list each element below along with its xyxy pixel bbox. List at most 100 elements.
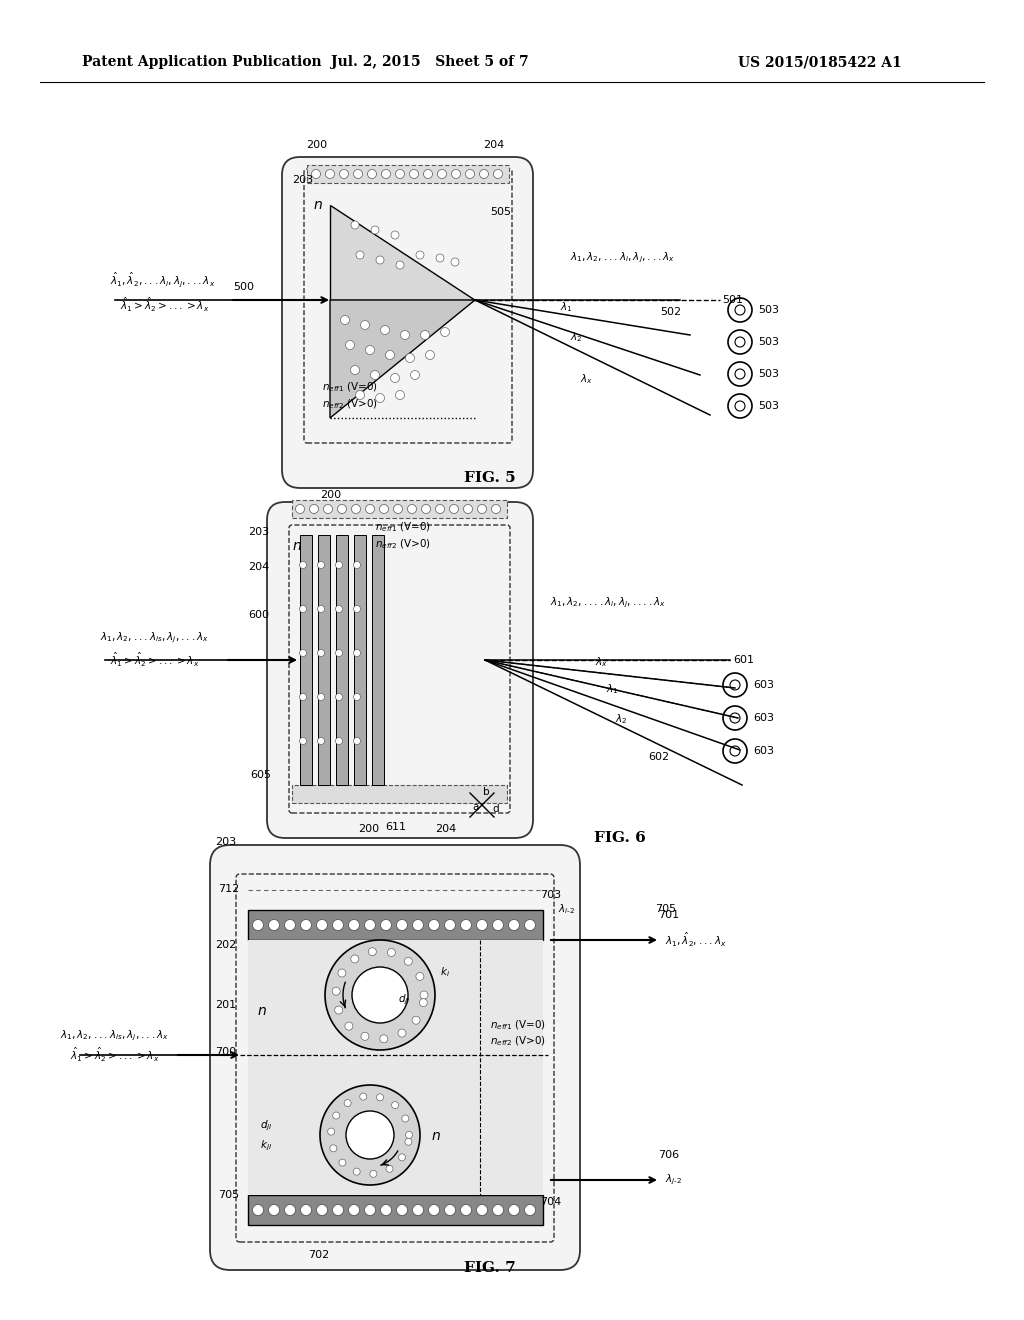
Circle shape <box>353 738 360 744</box>
Circle shape <box>387 949 395 957</box>
Circle shape <box>395 391 404 400</box>
Text: 700: 700 <box>215 1047 237 1057</box>
Circle shape <box>325 940 435 1049</box>
Circle shape <box>404 957 413 965</box>
Circle shape <box>339 1159 346 1166</box>
Circle shape <box>509 1204 519 1216</box>
Circle shape <box>336 738 342 744</box>
Bar <box>248 940 543 1195</box>
Circle shape <box>493 1204 504 1216</box>
Circle shape <box>476 1204 487 1216</box>
Circle shape <box>285 1204 296 1216</box>
Circle shape <box>268 1204 280 1216</box>
Circle shape <box>330 1144 337 1152</box>
Text: 503: 503 <box>758 305 779 315</box>
Text: 204: 204 <box>248 562 269 572</box>
Circle shape <box>341 315 349 325</box>
Text: $\lambda_1,\lambda_2,...\lambda_{is},\lambda_j,...\lambda_x$: $\lambda_1,\lambda_2,...\lambda_{is},\la… <box>100 631 209 644</box>
Text: n: n <box>258 1005 266 1018</box>
Circle shape <box>328 1129 335 1135</box>
Circle shape <box>444 1204 456 1216</box>
Circle shape <box>299 606 306 612</box>
Text: Jul. 2, 2015   Sheet 5 of 7: Jul. 2, 2015 Sheet 5 of 7 <box>331 55 528 69</box>
Text: $n_{eff1}$ (V=0): $n_{eff1}$ (V=0) <box>490 1018 546 1032</box>
Text: 603: 603 <box>753 680 774 690</box>
Text: $n_{eff2}$ (V>0): $n_{eff2}$ (V>0) <box>490 1034 546 1048</box>
Circle shape <box>494 169 503 178</box>
Text: 602: 602 <box>648 752 669 762</box>
Text: 702: 702 <box>308 1250 330 1261</box>
Circle shape <box>340 169 348 178</box>
Circle shape <box>352 968 408 1023</box>
Circle shape <box>348 920 359 931</box>
Circle shape <box>359 1093 367 1100</box>
Circle shape <box>410 169 419 178</box>
Circle shape <box>316 920 328 931</box>
Circle shape <box>391 231 399 239</box>
Text: 603: 603 <box>753 746 774 756</box>
Circle shape <box>735 370 745 379</box>
Circle shape <box>524 920 536 931</box>
Circle shape <box>424 169 432 178</box>
Circle shape <box>390 374 399 383</box>
Circle shape <box>416 973 424 981</box>
Circle shape <box>461 1204 471 1216</box>
Text: 503: 503 <box>758 370 779 379</box>
Circle shape <box>350 366 359 375</box>
Circle shape <box>377 1094 384 1101</box>
Circle shape <box>380 504 388 513</box>
Circle shape <box>380 1035 388 1043</box>
Circle shape <box>353 561 360 569</box>
Circle shape <box>723 673 746 697</box>
Circle shape <box>253 920 263 931</box>
Circle shape <box>316 1204 328 1216</box>
Text: FIG. 6: FIG. 6 <box>594 832 646 845</box>
Circle shape <box>411 371 420 380</box>
Circle shape <box>371 371 380 380</box>
Circle shape <box>368 169 377 178</box>
Text: FIG. 5: FIG. 5 <box>464 471 516 484</box>
Circle shape <box>348 1204 359 1216</box>
Circle shape <box>317 606 325 612</box>
Circle shape <box>353 169 362 178</box>
Text: 203: 203 <box>215 837 237 847</box>
Text: $n_{eff2}$ (V>0): $n_{eff2}$ (V>0) <box>322 397 378 411</box>
Text: b: b <box>483 787 489 797</box>
Circle shape <box>492 504 501 513</box>
Circle shape <box>461 920 471 931</box>
Circle shape <box>311 169 321 178</box>
Circle shape <box>401 1115 409 1122</box>
Text: $\lambda_1,\lambda_2,....\lambda_i,\lambda_j,....\lambda_x$: $\lambda_1,\lambda_2,....\lambda_i,\lamb… <box>550 595 666 610</box>
Circle shape <box>444 920 456 931</box>
Circle shape <box>412 1016 420 1024</box>
Polygon shape <box>300 535 312 785</box>
Circle shape <box>385 351 394 359</box>
Text: 503: 503 <box>758 337 779 347</box>
Bar <box>292 500 507 517</box>
Text: $d_{jl}$: $d_{jl}$ <box>260 1118 272 1133</box>
Text: 605: 605 <box>250 770 271 780</box>
Circle shape <box>421 330 429 339</box>
Circle shape <box>398 1030 406 1038</box>
Text: 704: 704 <box>540 1197 561 1206</box>
Circle shape <box>336 693 342 701</box>
Circle shape <box>371 226 379 234</box>
Bar <box>292 785 507 803</box>
Circle shape <box>730 713 740 723</box>
Circle shape <box>723 739 746 763</box>
Text: 705: 705 <box>655 904 676 913</box>
Text: $\hat{\lambda}_1>\hat{\lambda}_2>...>\lambda_x$: $\hat{\lambda}_1>\hat{\lambda}_2>...>\la… <box>120 296 210 314</box>
Text: 203: 203 <box>248 527 269 537</box>
Text: $\lambda_1,\lambda_2,...\lambda_i,\lambda_j,...\lambda_x$: $\lambda_1,\lambda_2,...\lambda_i,\lambd… <box>570 251 675 265</box>
Circle shape <box>338 969 346 977</box>
Circle shape <box>728 298 752 322</box>
Circle shape <box>524 1204 536 1216</box>
Text: 201: 201 <box>215 1001 237 1010</box>
Text: $\hat{\lambda}_1>\hat{\lambda}_2>...>\lambda_x$: $\hat{\lambda}_1>\hat{\lambda}_2>...>\la… <box>70 1045 160 1064</box>
Polygon shape <box>354 535 366 785</box>
Circle shape <box>413 920 424 931</box>
Text: 204: 204 <box>435 824 457 834</box>
Circle shape <box>381 920 391 931</box>
Text: FIG. 7: FIG. 7 <box>464 1261 516 1275</box>
Polygon shape <box>330 205 475 300</box>
